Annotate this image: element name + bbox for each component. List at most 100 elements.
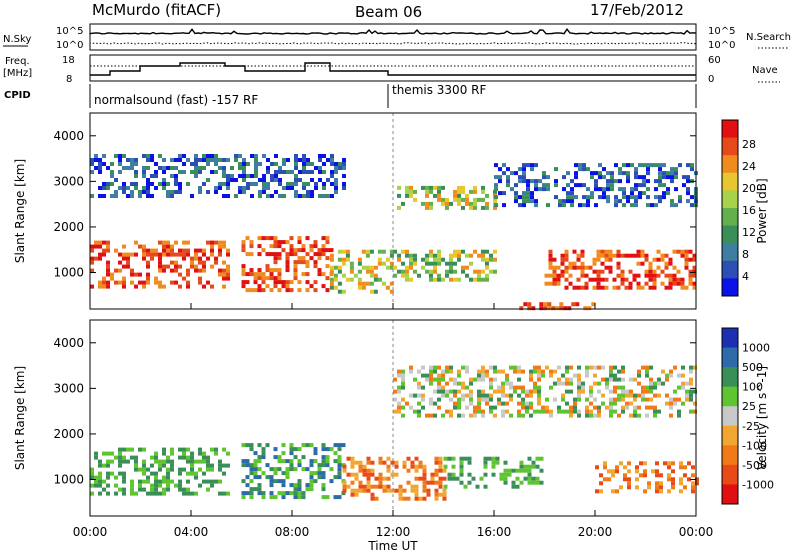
scatter-cell [102, 487, 106, 492]
scatter-cell [397, 253, 401, 258]
scatter-cell [543, 302, 548, 307]
scatter-cell [346, 472, 351, 477]
scatter-cell [596, 249, 601, 254]
scatter-cell [382, 484, 387, 489]
scatter-cell [285, 471, 290, 476]
scatter-cell [613, 401, 617, 406]
scatter-cell [310, 162, 314, 166]
scatter-cell [118, 280, 122, 285]
scatter-cell [222, 471, 226, 476]
scatter-cell [688, 249, 693, 254]
scatter-cell [578, 167, 582, 172]
scatter-cell [517, 365, 521, 370]
scatter-cell [521, 389, 525, 394]
scatter-cell [313, 252, 318, 257]
scatter-cell [90, 158, 94, 162]
scatter-cell [438, 464, 443, 469]
scatter-cell [686, 179, 690, 184]
scatter-cell [257, 491, 262, 496]
scatter-cell [382, 476, 387, 481]
scatter-cell [517, 401, 521, 406]
scatter-cell [265, 236, 270, 241]
scatter-cell [122, 459, 126, 464]
scatter-cell [334, 186, 338, 190]
scatter-cell [645, 385, 649, 390]
scatter-cell [469, 397, 473, 402]
scatter-cell [674, 171, 678, 176]
scatter-cell [282, 162, 286, 166]
scatter-cell [414, 464, 419, 469]
scatter-cell [190, 260, 194, 265]
scatter-cell [574, 195, 578, 200]
scatter-cell [261, 276, 266, 281]
scatter-cell [548, 265, 553, 270]
scatter-cell [345, 249, 350, 254]
scatter-cell [569, 365, 573, 370]
scatter-cell [257, 236, 262, 241]
scatter-cell [94, 455, 98, 460]
scatter-cell [277, 455, 282, 460]
scatter-cell [258, 194, 262, 198]
scatter-cell [146, 154, 150, 158]
scatter-cell [273, 495, 278, 500]
scatter-cell [414, 456, 419, 461]
scatter-cell [497, 397, 501, 402]
scatter-cell [559, 306, 564, 311]
scatter-cell [604, 249, 609, 254]
scatter-cell [293, 276, 298, 281]
scatter-cell [266, 158, 270, 162]
scatter-cell [625, 401, 629, 406]
scatter-cell [142, 459, 146, 464]
scatter-cell [285, 268, 290, 273]
scatter-cell [628, 285, 633, 290]
scatter-cell [620, 281, 625, 286]
scatter-cell [503, 480, 508, 485]
scatter-cell [98, 170, 102, 174]
scatter-cell [178, 182, 182, 186]
scatter-cell [106, 451, 110, 456]
scatter-cell [441, 413, 445, 418]
scatter-cell [457, 185, 461, 190]
scatter-cell [242, 162, 246, 166]
scatter-cell [122, 487, 126, 492]
scatter-cell [626, 175, 630, 180]
scatter-cell [146, 182, 150, 186]
scatter-cell [684, 257, 689, 262]
scatter-cell [457, 405, 461, 410]
scatter-cell [503, 460, 508, 465]
scatter-cell [285, 288, 290, 293]
scatter-cell [273, 467, 278, 472]
scatter-cell [170, 451, 174, 456]
scatter-cell [644, 257, 649, 262]
scatter-cell [457, 193, 461, 198]
scatter-cell [680, 249, 685, 254]
scatter-cell [329, 447, 334, 452]
scatter-cell [194, 471, 198, 476]
scatter-cell [401, 261, 405, 266]
scatter-cell [318, 154, 322, 158]
scatter-cell [449, 409, 453, 414]
scatter-cell [122, 276, 126, 281]
scatter-cell [574, 163, 578, 168]
scatter-cell [329, 257, 334, 262]
scatter-cell [325, 495, 330, 500]
scatter-cell [505, 381, 509, 386]
scatter-cell [517, 385, 521, 390]
scatter-cell [652, 273, 657, 278]
scatter-cell [397, 205, 401, 210]
scatter-cell [680, 277, 685, 282]
scatter-cell [441, 277, 445, 282]
scatter-cell [309, 479, 314, 484]
scatter-cell [610, 179, 614, 184]
scatter-cell [597, 381, 601, 386]
scatter-cell [182, 451, 186, 456]
scatter-cell [409, 193, 413, 198]
scatter-cell [677, 413, 681, 418]
scatter-cell [302, 186, 306, 190]
scatter-cell [522, 199, 526, 204]
scatter-cell [102, 154, 106, 158]
scatter-cell [459, 468, 464, 473]
scatter-cell [526, 191, 530, 196]
scatter-cell [453, 377, 457, 382]
